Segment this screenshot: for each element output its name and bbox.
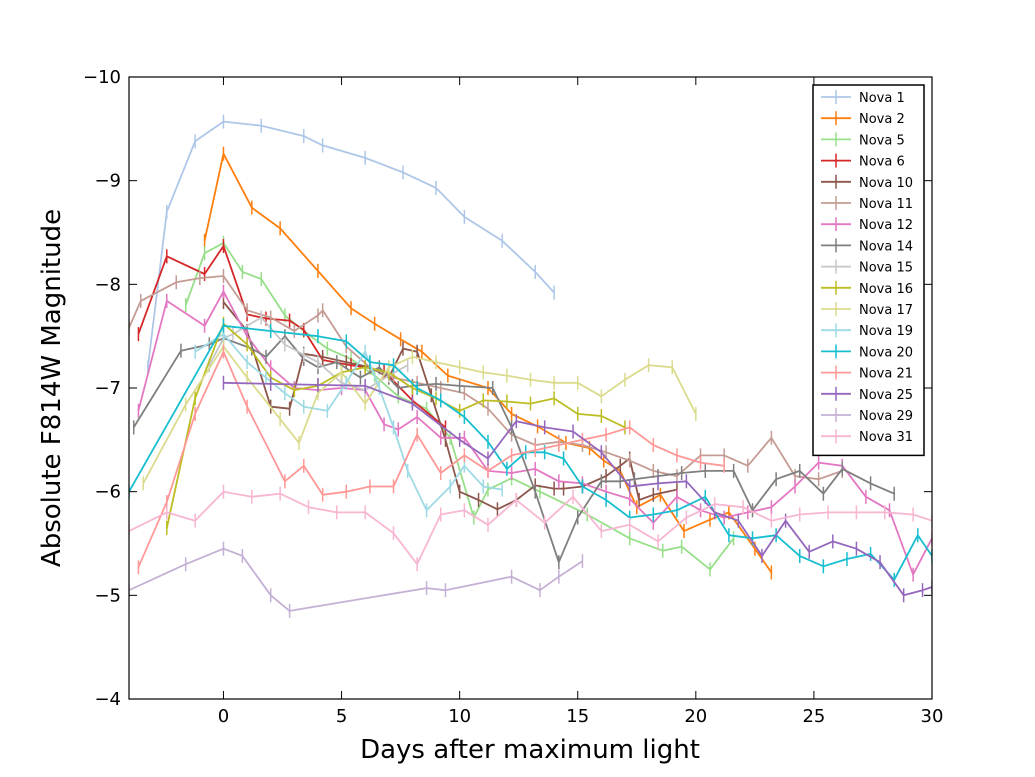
legend-item-nova-25: Nova 25 <box>821 386 913 403</box>
x-tick-label: 5 <box>336 706 347 727</box>
legend-item-nova-12: Nova 12 <box>821 217 913 233</box>
legend-label: Nova 11 <box>859 197 913 212</box>
series-line-nova-29 <box>129 547 583 612</box>
legend-item-nova-11: Nova 11 <box>821 196 913 212</box>
legend-label: Nova 12 <box>859 218 913 233</box>
x-tick-label: 20 <box>684 706 707 727</box>
series-nova-2 <box>203 146 773 580</box>
legend-label: Nova 5 <box>859 133 905 148</box>
series-nova-20 <box>129 318 932 587</box>
series-line-nova-1 <box>147 120 555 368</box>
legend-label: Nova 2 <box>859 112 905 127</box>
y-tick-label: −5 <box>94 585 121 606</box>
y-tick-label: −8 <box>94 274 121 295</box>
legend-item-nova-19: Nova 19 <box>821 323 913 339</box>
series-nova-11 <box>129 269 844 487</box>
x-axis-title: Days after maximum light <box>360 735 700 765</box>
legend-label: Nova 6 <box>859 155 905 170</box>
legend-label: Nova 20 <box>859 345 913 360</box>
legend-label: Nova 19 <box>859 324 913 339</box>
series-nova-1 <box>147 114 555 375</box>
y-tick-label: −4 <box>94 689 121 710</box>
y-tick-label: −6 <box>94 482 121 503</box>
legend-label: Nova 29 <box>859 409 913 424</box>
legend-item-nova-29: Nova 29 <box>821 408 913 424</box>
y-tick-label: −10 <box>83 67 121 88</box>
x-tick-label: 15 <box>566 706 589 727</box>
legend-item-nova-1: Nova 1 <box>821 90 905 106</box>
x-tick-label: 30 <box>921 706 944 727</box>
series-line-nova-2 <box>203 152 773 574</box>
series-line-nova-11 <box>129 275 843 481</box>
series-nova-21 <box>137 344 725 575</box>
series-nova-25 <box>222 375 932 603</box>
x-tick-label: 0 <box>218 706 229 727</box>
legend-label: Nova 31 <box>859 430 913 445</box>
legend-label: Nova 17 <box>859 303 913 318</box>
legend-item-nova-14: Nova 14 <box>821 238 913 254</box>
legend-item-nova-10: Nova 10 <box>821 174 913 191</box>
legend-item-nova-5: Nova 5 <box>821 132 905 148</box>
series-line-nova-31 <box>129 490 932 566</box>
legend-item-nova-21: Nova 21 <box>821 365 913 382</box>
legend: Nova 1 Nova 2 Nova 5 Nova 6 Nova 10 Nova 11 No… <box>812 84 925 457</box>
legend-item-nova-20: Nova 20 <box>821 344 913 360</box>
legend-item-nova-2: Nova 2 <box>821 111 905 127</box>
series-layer <box>129 114 932 618</box>
legend-item-nova-17: Nova 17 <box>821 302 913 318</box>
legend-label: Nova 21 <box>859 367 913 382</box>
series-nova-31 <box>129 484 932 572</box>
legend-item-nova-16: Nova 16 <box>821 280 913 297</box>
series-nova-19 <box>194 327 503 518</box>
legend-item-nova-6: Nova 6 <box>821 153 905 170</box>
legend-item-nova-15: Nova 15 <box>821 259 913 276</box>
legend-label: Nova 14 <box>859 239 913 254</box>
legend-item-nova-31: Nova 31 <box>821 429 913 445</box>
legend-label: Nova 16 <box>859 282 913 297</box>
series-line-nova-16 <box>165 322 626 529</box>
legend-label: Nova 15 <box>859 261 913 276</box>
ticks-layer: 0 5 10 15 20 25 30 −10 −9 −8 −7 −6 −5 −4 <box>83 67 943 727</box>
x-tick-label: 10 <box>448 706 471 727</box>
y-tick-label: −7 <box>94 378 121 399</box>
series-nova-29 <box>129 541 584 618</box>
legend-label: Nova 25 <box>859 388 913 403</box>
y-axis-title: Absolute F814W Magnitude <box>37 209 67 567</box>
y-tick-label: −9 <box>94 171 121 192</box>
legend-label: Nova 10 <box>859 176 913 191</box>
legend-label: Nova 1 <box>859 91 905 106</box>
x-tick-label: 25 <box>802 706 825 727</box>
